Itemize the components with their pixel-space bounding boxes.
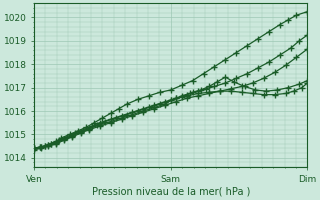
X-axis label: Pression niveau de la mer( hPa ): Pression niveau de la mer( hPa ) xyxy=(92,187,250,197)
